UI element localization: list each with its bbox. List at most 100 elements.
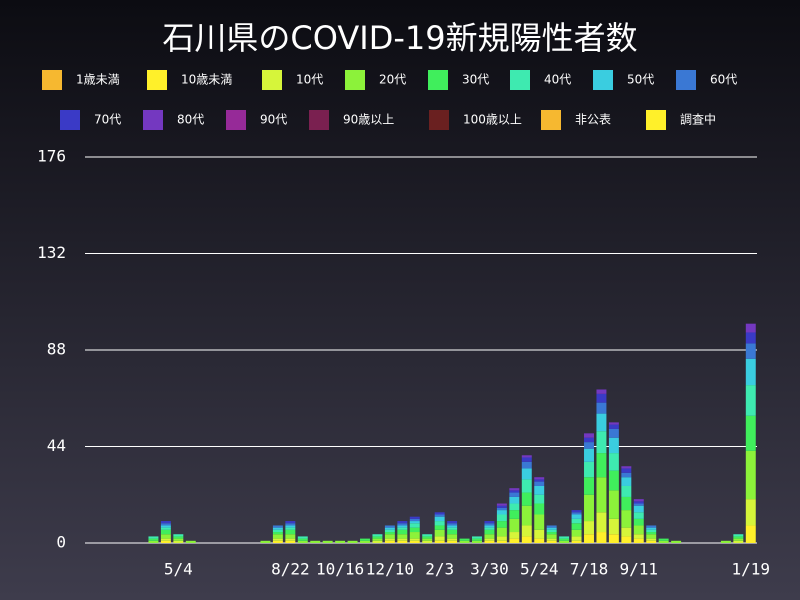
bar-segment (521, 525, 532, 537)
bar-segment (422, 536, 433, 539)
bar-segment (272, 538, 283, 541)
bar-segment (571, 523, 582, 530)
bar-segment (646, 529, 657, 533)
x-tick-label: 12/10 (366, 560, 414, 579)
legend-label: 100歳以上 (463, 113, 522, 127)
bar-segment (608, 470, 619, 491)
legend-swatch (676, 70, 696, 90)
bar-segment (409, 516, 420, 519)
bar-segment (372, 536, 383, 539)
bar-segment (484, 521, 495, 524)
bar-segment (496, 521, 507, 528)
bar-segment (733, 540, 744, 543)
legend-label: 1歳未満 (76, 73, 120, 87)
bar-segment (422, 538, 433, 541)
bar-segment (633, 499, 644, 502)
bar-segment (521, 492, 532, 506)
bar-segment (459, 540, 470, 543)
bar-segment (521, 455, 532, 458)
bar-segment (608, 437, 619, 454)
bar-segment (447, 525, 458, 528)
bar-segment (646, 538, 657, 541)
bar-segment (409, 540, 420, 543)
bar-segment (409, 518, 420, 522)
legend-label: 20代 (379, 73, 406, 87)
bar-segment (272, 534, 283, 539)
bar-segment (509, 488, 520, 491)
x-tick-label: 5/4 (164, 560, 193, 579)
bar-segment (434, 536, 445, 541)
bar-segment (509, 496, 520, 504)
bar-segment (285, 525, 296, 528)
bar-segment (496, 507, 507, 511)
bar-segment (534, 494, 545, 504)
bar-segment (733, 536, 744, 539)
bar-segment (596, 393, 607, 403)
bar-segment (496, 503, 507, 506)
bar-segment (584, 461, 594, 478)
bar-segment (484, 529, 495, 535)
chart-title: 石川県のCOVID-19新規陽性者数 (162, 19, 637, 57)
y-tick-label: 132 (37, 243, 66, 262)
bar-segment (285, 538, 296, 541)
bar-segment (397, 538, 408, 541)
bar-segment (596, 413, 607, 432)
bar-segment (173, 536, 184, 539)
legend-swatch (345, 70, 365, 90)
bar-segment (285, 527, 296, 530)
bar-segment (596, 512, 607, 533)
legend-label: 30代 (462, 73, 489, 87)
bar-segment (496, 527, 507, 537)
bar-segment (621, 477, 632, 486)
bar-segment (745, 332, 756, 344)
bar-segment (521, 461, 532, 469)
bar-segment (733, 538, 744, 541)
bar-segment (434, 521, 445, 526)
legend-swatch (147, 70, 167, 90)
legend-swatch (510, 70, 530, 90)
bar-segment (571, 540, 582, 543)
bar-segment (310, 540, 321, 543)
bar-segment (384, 540, 395, 543)
bar-segment (745, 358, 756, 386)
bar-segment (484, 527, 495, 530)
bar-segment (745, 415, 756, 451)
bar-segment (621, 472, 632, 478)
bar-segment (633, 503, 644, 506)
bar-segment (160, 529, 171, 535)
bar-segment (384, 532, 395, 535)
bar-segment (633, 534, 644, 539)
bar-segment (745, 525, 756, 543)
bar-segment (484, 523, 495, 526)
bar-segment (608, 534, 619, 543)
bar-segment (546, 529, 557, 533)
bar-segment (496, 536, 507, 541)
bar-segment (384, 534, 395, 539)
bar-segment (596, 453, 607, 478)
bar-segment (509, 503, 520, 511)
x-tick-label: 7/18 (570, 560, 609, 579)
legend-swatch (646, 110, 666, 130)
bar-segment (571, 518, 582, 524)
bar-segment (409, 521, 420, 524)
bar-segment (409, 538, 420, 541)
bar-segment (584, 477, 594, 495)
bar-segment (571, 514, 582, 519)
bar-segment (484, 525, 495, 528)
bar-segment (521, 479, 532, 493)
bar-segment (584, 442, 594, 449)
bar-segment (608, 428, 619, 438)
legend-label: 70代 (94, 113, 121, 127)
bar-segment (148, 540, 159, 543)
bar-segment (360, 540, 370, 543)
bar-segment (745, 343, 756, 359)
x-tick-label: 2/3 (425, 560, 454, 579)
legend-label: 10歳未満 (181, 73, 232, 87)
x-tick-label: 3/30 (470, 560, 509, 579)
bar-segment (447, 523, 458, 526)
bar-segment (434, 540, 445, 543)
legend-label: 90代 (260, 113, 287, 127)
bar-segment (646, 525, 657, 528)
bar-segment (521, 457, 532, 462)
bar-segment (745, 450, 756, 500)
